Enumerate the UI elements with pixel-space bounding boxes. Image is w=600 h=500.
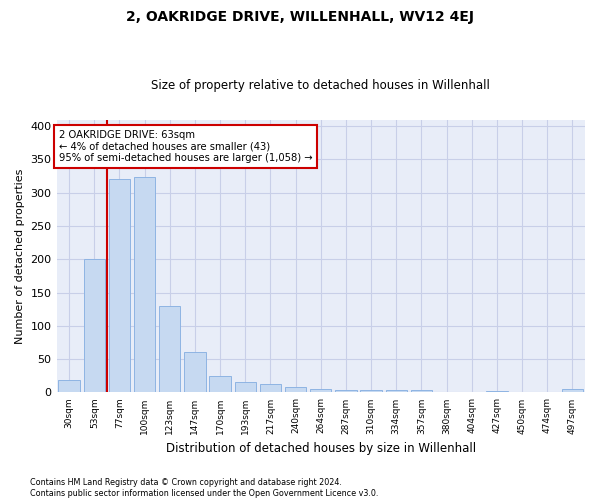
Bar	[386, 390, 407, 392]
Bar	[260, 384, 281, 392]
Text: 2, OAKRIDGE DRIVE, WILLENHALL, WV12 4EJ: 2, OAKRIDGE DRIVE, WILLENHALL, WV12 4EJ	[126, 10, 474, 24]
Bar	[486, 391, 508, 392]
Y-axis label: Number of detached properties: Number of detached properties	[15, 168, 25, 344]
Bar	[335, 390, 356, 392]
Bar	[134, 178, 155, 392]
Bar	[83, 260, 105, 392]
Bar	[411, 390, 432, 392]
Bar	[235, 382, 256, 392]
Bar	[184, 352, 206, 393]
Text: 2 OAKRIDGE DRIVE: 63sqm
← 4% of detached houses are smaller (43)
95% of semi-det: 2 OAKRIDGE DRIVE: 63sqm ← 4% of detached…	[59, 130, 312, 162]
Bar	[109, 180, 130, 392]
Bar	[310, 389, 331, 392]
Bar	[209, 376, 231, 392]
Bar	[562, 389, 583, 392]
X-axis label: Distribution of detached houses by size in Willenhall: Distribution of detached houses by size …	[166, 442, 476, 455]
Bar	[361, 390, 382, 392]
Text: Contains HM Land Registry data © Crown copyright and database right 2024.
Contai: Contains HM Land Registry data © Crown c…	[30, 478, 379, 498]
Title: Size of property relative to detached houses in Willenhall: Size of property relative to detached ho…	[151, 79, 490, 92]
Bar	[58, 380, 80, 392]
Bar	[285, 387, 307, 392]
Bar	[159, 306, 181, 392]
